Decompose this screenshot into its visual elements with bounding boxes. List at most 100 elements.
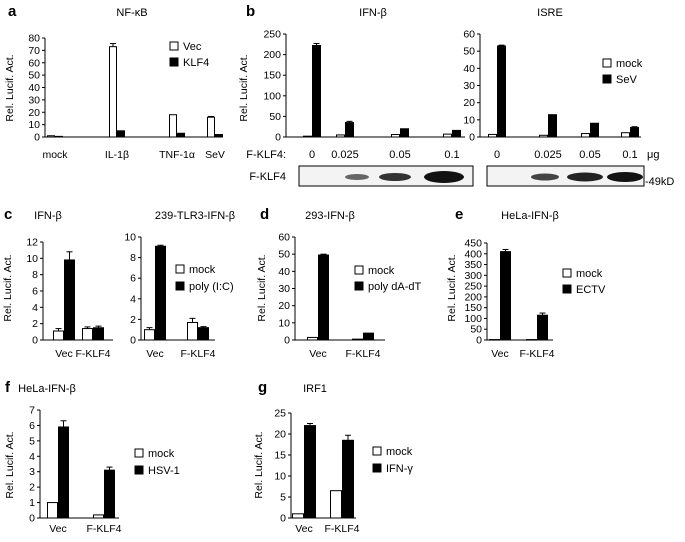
y-tick-label: 25: [274, 408, 286, 420]
y-tick-label: 10: [28, 119, 40, 131]
y-tick-label: 0: [32, 335, 38, 347]
y-tick-label: 300: [464, 270, 482, 282]
legend-swatch: [602, 74, 612, 84]
dose-label: 0.05: [389, 149, 410, 161]
bar: [312, 45, 321, 138]
bar: [187, 321, 198, 341]
chart-title: HeLa-IFN-β: [501, 210, 559, 222]
y-tick-label: 0: [284, 335, 290, 347]
category-label: SeV: [205, 149, 225, 161]
y-tick-label: 4: [130, 293, 136, 305]
dose-label: 0: [494, 149, 500, 161]
category-label: Vec: [295, 523, 313, 535]
bar: [488, 133, 497, 138]
bar: [581, 133, 590, 138]
bar: [169, 114, 177, 138]
y-tick-label: 15: [274, 450, 286, 462]
y-tick-label: 0: [275, 132, 281, 144]
y-tick-label: 350: [464, 259, 482, 271]
bar: [621, 132, 630, 138]
bar: [47, 135, 55, 138]
legend-label: mock: [368, 265, 395, 277]
legend-label: mock: [189, 264, 216, 276]
y-axis-label: Rel. Lucif. Act.: [238, 54, 250, 121]
legend-swatch: [134, 465, 144, 475]
y-tick-label: 80: [28, 33, 40, 45]
legend-swatch: [354, 265, 364, 275]
y-tick-label: 10: [274, 471, 286, 483]
y-tick-label: 6: [32, 286, 38, 298]
bar: [55, 135, 63, 138]
dose-label: 0.025: [534, 149, 562, 161]
legend-label: mock: [148, 448, 175, 460]
bar: [630, 127, 639, 138]
bar: [318, 254, 329, 341]
legend-swatch: [134, 448, 144, 458]
y-tick-label: 70: [28, 45, 40, 57]
category-label: F-KLF4: [180, 348, 215, 360]
bar: [47, 502, 58, 519]
chart-panel: 0 2 4 6 8 10 Vec F-KLF4 239-TLR3-IFN-β mock poly (…: [124, 210, 235, 360]
legend-label: Vec: [183, 41, 202, 53]
category-label: TNF-1α: [159, 149, 195, 161]
panel-label: f: [5, 379, 11, 396]
y-tick-label: 60: [28, 57, 40, 69]
legend-label: HSV-1: [148, 465, 180, 477]
bar: [345, 122, 354, 138]
y-tick-label: 12: [26, 237, 38, 249]
chart-panel: 0 1 2 3 4 5 6 7 Vec F-KLF4 HeLa-IFN-β f Rel. Lucif. …: [4, 379, 180, 535]
chart-title: HeLa-IFN-β: [18, 383, 76, 395]
chart-panel: 0 2 4 6 8 10 12 Vec F-KLF4 IFN-β c Rel. Lucif. Act.: [2, 206, 113, 360]
y-tick-label: 0: [469, 132, 475, 144]
bar: [104, 469, 115, 519]
bar: [93, 327, 104, 341]
bar: [198, 327, 209, 341]
y-tick-label: 6: [130, 273, 136, 285]
y-tick-label: 20: [274, 429, 286, 441]
legend-swatch: [372, 446, 382, 456]
bar: [307, 336, 318, 341]
y-tick-label: 250: [263, 29, 281, 41]
y-tick-label: 30: [278, 283, 290, 295]
chart-panel: 0 5 10 15 20 25 Vec F-KLF4 IRF1 g Rel. Lucif. Act.…: [253, 379, 413, 535]
chart-panel: 0 10 20 30 40 50 60 Vec F-KLF4 293-IFN-β d Rel. Luc…: [256, 206, 421, 360]
dose-unit: μg: [647, 149, 659, 161]
y-axis-label: Rel. Lucif. Act.: [2, 254, 14, 321]
bar: [548, 114, 557, 138]
chart-title: IFN-β: [34, 210, 62, 222]
category-label: F-KLF4: [86, 523, 121, 535]
chart-title: IFN-β: [359, 7, 387, 19]
bar: [500, 251, 511, 341]
blot-band: [345, 174, 369, 180]
bar: [391, 134, 400, 138]
bar: [400, 128, 409, 138]
bar: [363, 332, 374, 341]
bar: [144, 329, 155, 341]
category-label: F-KLF4: [75, 348, 110, 360]
dose-label: 0.1: [444, 149, 459, 161]
bar: [342, 439, 354, 519]
bar: [489, 339, 500, 341]
y-axis-label: Rel. Lucif. Act.: [446, 254, 458, 321]
y-tick-label: 100: [263, 90, 281, 102]
dose-label: 0.05: [579, 149, 600, 161]
y-tick-label: 5: [29, 435, 35, 447]
legend-swatch: [562, 268, 572, 278]
y-tick-label: 10: [26, 253, 38, 265]
chart-title: 293-IFN-β: [305, 210, 355, 222]
chart-title: NF-κB: [116, 7, 147, 19]
chart-panel: 0 10 20 30 40 50 60 0 0.025 0.05 0.1 F-KLF4: μg ISRE m…: [246, 7, 659, 161]
bar: [336, 134, 345, 138]
bar: [215, 134, 223, 138]
chart-title: 239-TLR3-IFN-β: [155, 210, 235, 222]
blot-box-isre: [486, 165, 645, 187]
y-axis-label: Rel. Lucif. Act.: [4, 54, 16, 121]
category-label: Vec: [146, 348, 164, 360]
y-tick-label: 50: [463, 46, 475, 58]
legend-label: IFN-γ: [386, 463, 413, 475]
panel-label: a: [8, 3, 17, 20]
y-tick-label: 7: [29, 405, 35, 417]
bar: [526, 339, 537, 341]
